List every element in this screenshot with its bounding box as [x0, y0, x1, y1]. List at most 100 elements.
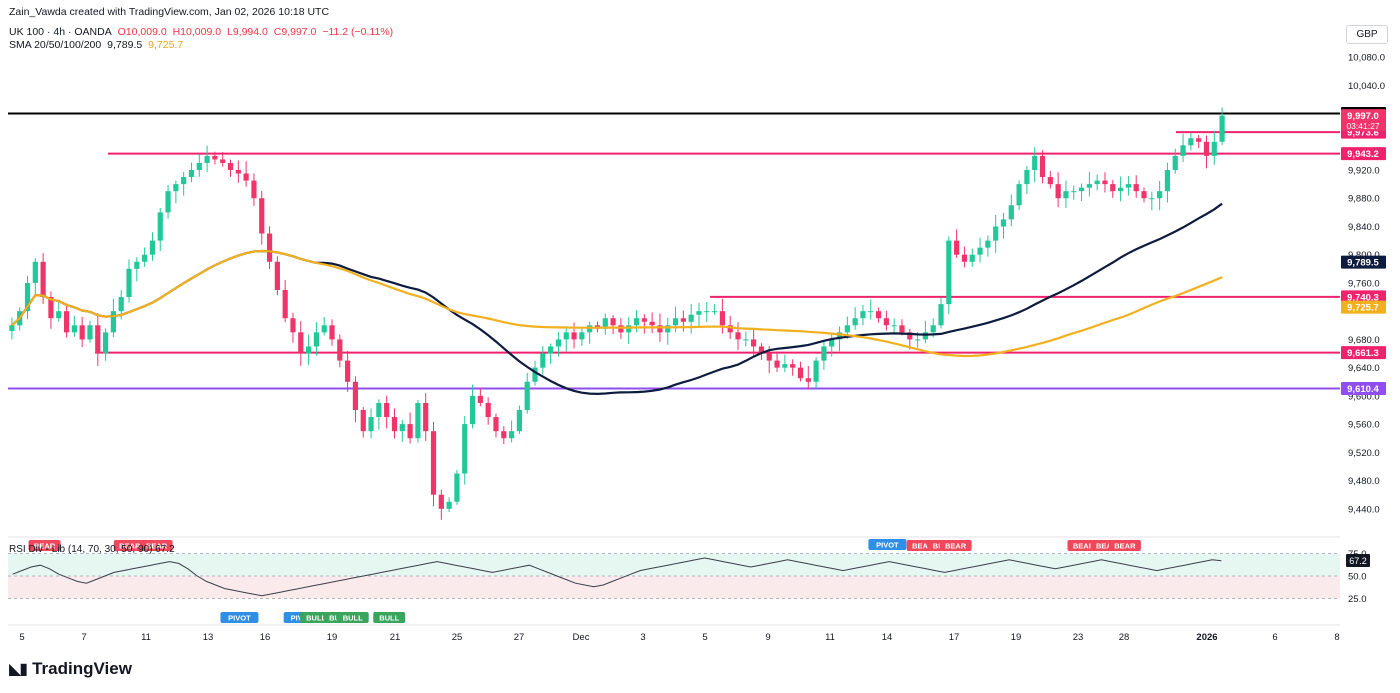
sma-value-1: 9,789.5	[107, 39, 143, 51]
candle-body	[899, 325, 905, 333]
sma-value-2: 9,725.7	[148, 39, 184, 51]
candle-body	[259, 198, 265, 234]
candle-body	[95, 325, 101, 354]
candle-body	[298, 332, 304, 354]
candle-body	[555, 339, 562, 347]
candle-body	[227, 162, 234, 170]
time-tick-label: 7	[81, 632, 86, 643]
candle-body	[368, 417, 374, 432]
candle-body	[469, 395, 476, 425]
candle-body	[665, 325, 671, 333]
attribution-line: Zain_Vawda created with TradingView.com,…	[9, 6, 332, 18]
time-tick-label: 9	[765, 632, 770, 643]
candle-body	[993, 226, 999, 241]
candle-body	[1024, 170, 1030, 185]
signal-badge	[113, 540, 146, 551]
signal-badge	[336, 612, 369, 623]
signal-badge	[373, 612, 406, 623]
price-badge-label: 9,789.5	[1347, 258, 1379, 269]
close-value: C9,997.0	[273, 26, 317, 38]
rsi-indicator-label[interactable]: RSI Div - Lib (14, 70, 30, 50, 90) 67.2	[9, 544, 175, 555]
candle-body	[743, 339, 749, 341]
candle-body	[329, 325, 335, 340]
price-badge-label: 9,725.7	[1347, 303, 1379, 314]
signal-label: BULL	[379, 614, 399, 623]
candle-body	[1016, 184, 1022, 206]
candle-body	[914, 339, 921, 341]
candle-body	[1219, 115, 1225, 142]
symbol-label[interactable]: UK 100 · 4h · OANDA	[9, 26, 112, 38]
candle-body	[485, 402, 491, 418]
price-badge	[1341, 290, 1386, 304]
candle-body	[1055, 184, 1061, 199]
candle-body	[579, 332, 585, 340]
open-value: O10,009.0	[117, 26, 167, 38]
candle-body	[446, 501, 452, 509]
candle-body	[134, 261, 140, 269]
candle-body	[274, 261, 280, 290]
ohlc-line: UK 100 · 4h · OANDA O10,009.0 H10,009.0 …	[9, 26, 396, 38]
candle-body	[415, 402, 421, 439]
signal-badge	[868, 539, 907, 550]
candle-body	[430, 431, 437, 495]
candle-body	[110, 311, 117, 333]
candle-body	[149, 240, 156, 255]
candle-body	[212, 155, 218, 160]
candle-body	[1141, 191, 1147, 199]
candle-body	[204, 155, 210, 163]
signal-badge	[939, 540, 972, 551]
candle-body	[235, 170, 241, 174]
candle-body	[735, 332, 741, 340]
price-badge	[1341, 147, 1386, 161]
candle-body	[188, 170, 195, 178]
candle-body	[844, 325, 850, 333]
candle-body	[196, 162, 202, 170]
sma-gold-line	[11, 249, 1223, 358]
candle-body	[797, 367, 804, 379]
time-tick-label: 3	[640, 632, 645, 643]
candle-body	[782, 364, 788, 368]
candle-body	[1188, 138, 1194, 146]
sma-label[interactable]: SMA 20/50/100/200	[9, 39, 102, 51]
time-tick-label: 11	[141, 632, 151, 643]
candle-body	[220, 159, 226, 163]
candle-body	[875, 311, 882, 319]
rsi-signals: BEARBEARBEARPIVOTPIVBULLBULBULLBULLPIVOT…	[28, 539, 1141, 623]
candle-body	[587, 325, 593, 333]
price-tick-label: 9,440.0	[1348, 504, 1380, 515]
candle-body	[727, 325, 733, 333]
candle-body	[813, 360, 819, 382]
candle-body	[696, 311, 702, 315]
price-badge	[1341, 255, 1386, 269]
candle-body	[508, 431, 515, 439]
time-tick-label: 19	[327, 632, 338, 643]
candle-body	[946, 240, 952, 305]
candle-body	[142, 254, 148, 262]
candle-body	[118, 297, 124, 312]
time-tick-label: 8	[1334, 632, 1339, 643]
sma-line: SMA 20/50/100/200 9,789.5 9,725.7	[9, 39, 186, 51]
candle-body	[907, 332, 913, 340]
time-tick-label: 11	[825, 632, 835, 643]
time-tick-label: 6	[1272, 632, 1277, 643]
price-tick-label: 9,480.0	[1348, 476, 1380, 487]
candle-body	[860, 311, 866, 319]
candle-body	[548, 346, 554, 354]
candle-body	[173, 184, 179, 192]
candle-body	[985, 240, 991, 248]
candle-body	[87, 325, 93, 340]
price-tick-label: 9,920.0	[1348, 166, 1380, 177]
rsi-bands	[8, 553, 1340, 599]
candle-body	[407, 424, 413, 439]
candle-body	[1125, 184, 1132, 188]
candle-body	[626, 325, 632, 333]
time-tick-label: 2026	[1196, 632, 1217, 643]
currency-badge[interactable]: GBP	[1346, 25, 1388, 44]
price-tick-label: 9,520.0	[1348, 448, 1380, 459]
signal-label: BULL	[343, 614, 363, 623]
candle-body	[672, 318, 679, 326]
candle-body	[56, 311, 62, 319]
rsi-tick-label: 25.0	[1348, 594, 1367, 605]
candle-body	[9, 325, 15, 331]
